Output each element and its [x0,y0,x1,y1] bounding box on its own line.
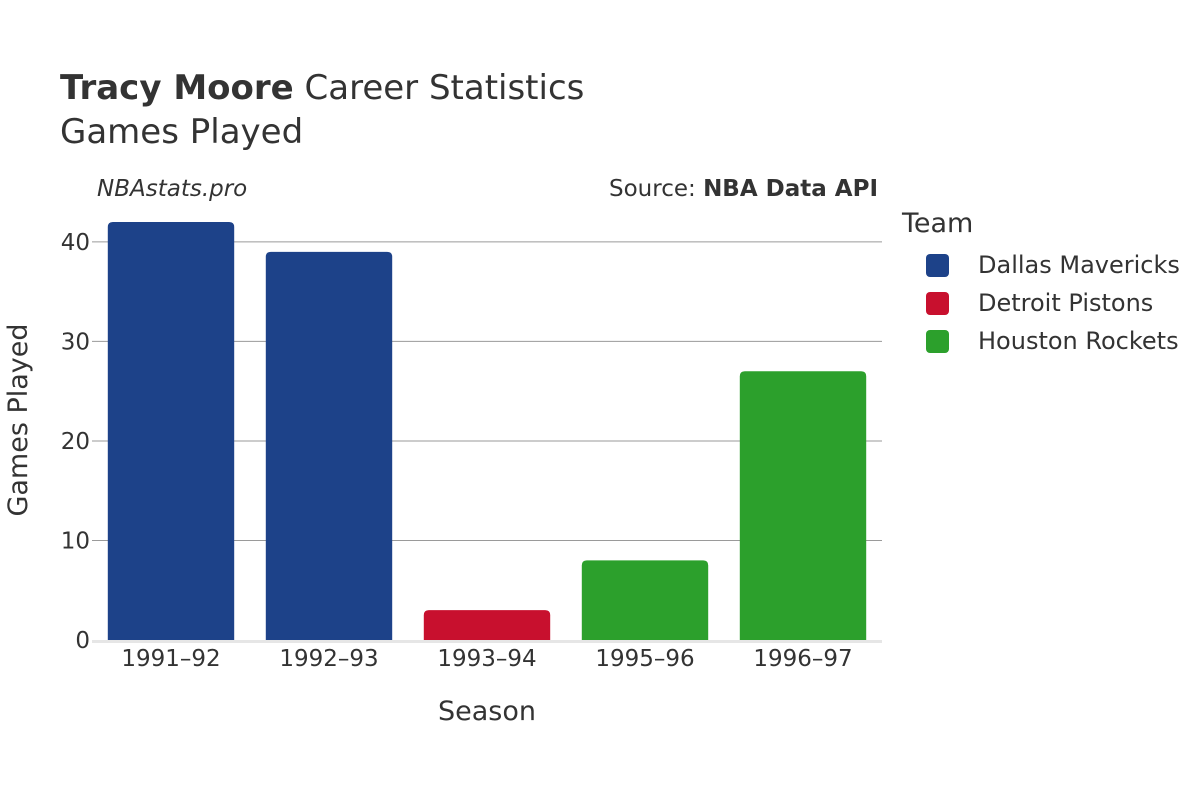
bar [581,560,709,640]
legend-item[interactable]: Dallas Mavericks [926,250,1180,280]
y-tick-label: 0 [75,628,90,654]
x-axis-ticks: 1991–92 1992–93 1993–94 1995–96 1996–97 [121,646,852,672]
player-name: Tracy Moore [60,68,294,108]
legend-title: Team [902,208,974,239]
bar [423,610,551,640]
x-axis-label: Season [438,696,536,727]
legend-label: Dallas Mavericks [978,251,1180,279]
legend-swatch [926,329,949,353]
x-tick-label: 1991–92 [121,646,220,672]
y-axis-label: Games Played [3,323,34,516]
chart-title: Tracy Moore Career Statistics [60,66,584,110]
x-tick-label: 1992–93 [279,646,378,672]
bar [107,222,235,640]
legend-label: Houston Rockets [978,327,1179,355]
y-tick-label: 40 [61,230,90,256]
y-axis-ticks: 0 10 20 30 40 [61,230,90,654]
source-name: NBA Data API [703,176,878,202]
y-tick-label: 20 [61,429,90,455]
y-tick-label: 30 [61,329,90,355]
legend-swatch [926,253,949,277]
x-tick-label: 1996–97 [753,646,852,672]
legend-item[interactable]: Detroit Pistons [926,288,1153,318]
x-tick-label: 1993–94 [437,646,536,672]
bar [739,371,867,640]
bars [107,222,867,640]
brand-label: NBAstats.pro [97,176,248,202]
title-rest: Career Statistics [304,68,585,108]
chart-subtitle: Games Played [60,112,304,152]
bar [265,251,393,640]
source-prefix: Source: [609,176,704,202]
source-label: Source: NBA Data API [609,176,878,202]
legend-swatch [926,291,949,315]
y-tick-label: 10 [61,528,90,554]
x-tick-label: 1995–96 [595,646,694,672]
legend-label: Detroit Pistons [978,289,1154,317]
legend-item[interactable]: Houston Rockets [926,326,1179,356]
